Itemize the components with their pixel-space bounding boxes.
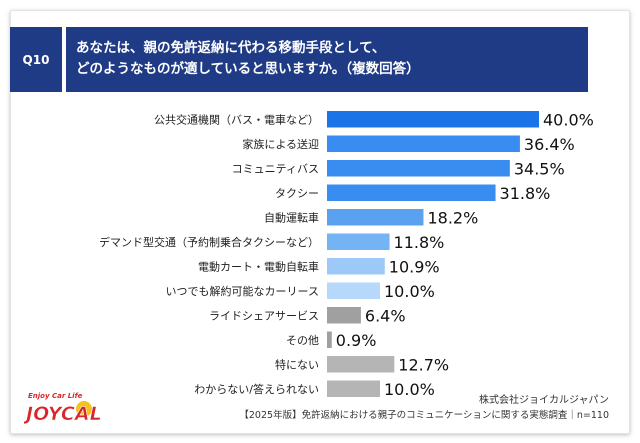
logo-tagline: Enjoy Car Life	[28, 392, 83, 400]
value-label: 31.8%	[500, 184, 551, 203]
category-label: コミュニティバス	[232, 162, 319, 175]
question-number-badge: Q10	[10, 27, 62, 92]
value-label: 36.4%	[524, 135, 575, 154]
value-label: 0.9%	[336, 331, 377, 350]
question-number: Q10	[22, 52, 50, 67]
bar	[327, 233, 390, 250]
question-text-line1: あなたは、親の免許返納に代わる移動手段として、	[76, 40, 386, 56]
bar	[327, 184, 496, 201]
bar	[327, 356, 395, 373]
bar	[327, 258, 385, 275]
bar	[327, 111, 539, 128]
logo-wordmark: JOYCAL	[24, 403, 102, 425]
bar	[327, 160, 510, 177]
value-label: 34.5%	[514, 159, 565, 178]
value-label: 12.7%	[398, 355, 449, 374]
joycal-logo: Enjoy Car Life JOYCAL	[24, 392, 102, 425]
footer-source: 【2025年版】免許返納における親子のコミュニケーションに関する実態調査｜n=1…	[239, 410, 609, 421]
bar	[327, 282, 380, 299]
bar	[327, 135, 520, 152]
category-label: その他	[286, 334, 319, 347]
category-label: 特にない	[275, 357, 319, 371]
category-label: ライドシェアサービス	[209, 309, 319, 322]
category-label: 自動運転車	[264, 210, 319, 224]
question-banner: あなたは、親の免許返納に代わる移動手段として、 どのようなものが適していると思い…	[66, 27, 588, 92]
bar	[327, 209, 424, 226]
category-label: わからない/答えられない	[194, 382, 319, 396]
value-label: 11.8%	[394, 233, 445, 252]
logo-circle-accent	[76, 401, 92, 417]
bar	[327, 380, 380, 397]
bar	[327, 331, 332, 348]
value-label: 6.4%	[365, 306, 406, 325]
category-label: いつでも解約可能なカーリース	[166, 284, 319, 298]
bar	[327, 307, 361, 324]
value-label: 18.2%	[427, 208, 478, 227]
value-label: 10.0%	[384, 380, 435, 399]
category-label: 公共交通機関（バス・電車など）	[154, 112, 319, 126]
category-label: デマンド型交通（予約制乗合タクシーなど）	[99, 235, 319, 249]
category-label: 家族による送迎	[242, 137, 319, 151]
footer-company: 株式会社ジョイカルジャパン	[479, 395, 609, 406]
category-label: タクシー	[275, 187, 319, 200]
value-label: 10.9%	[389, 257, 440, 276]
question-text-line2: どのようなものが適していると思いますか。（複数回答）	[76, 61, 420, 77]
category-label: 電動カート・電動自転車	[198, 259, 319, 273]
value-label: 40.0%	[543, 110, 594, 129]
value-label: 10.0%	[384, 282, 435, 301]
